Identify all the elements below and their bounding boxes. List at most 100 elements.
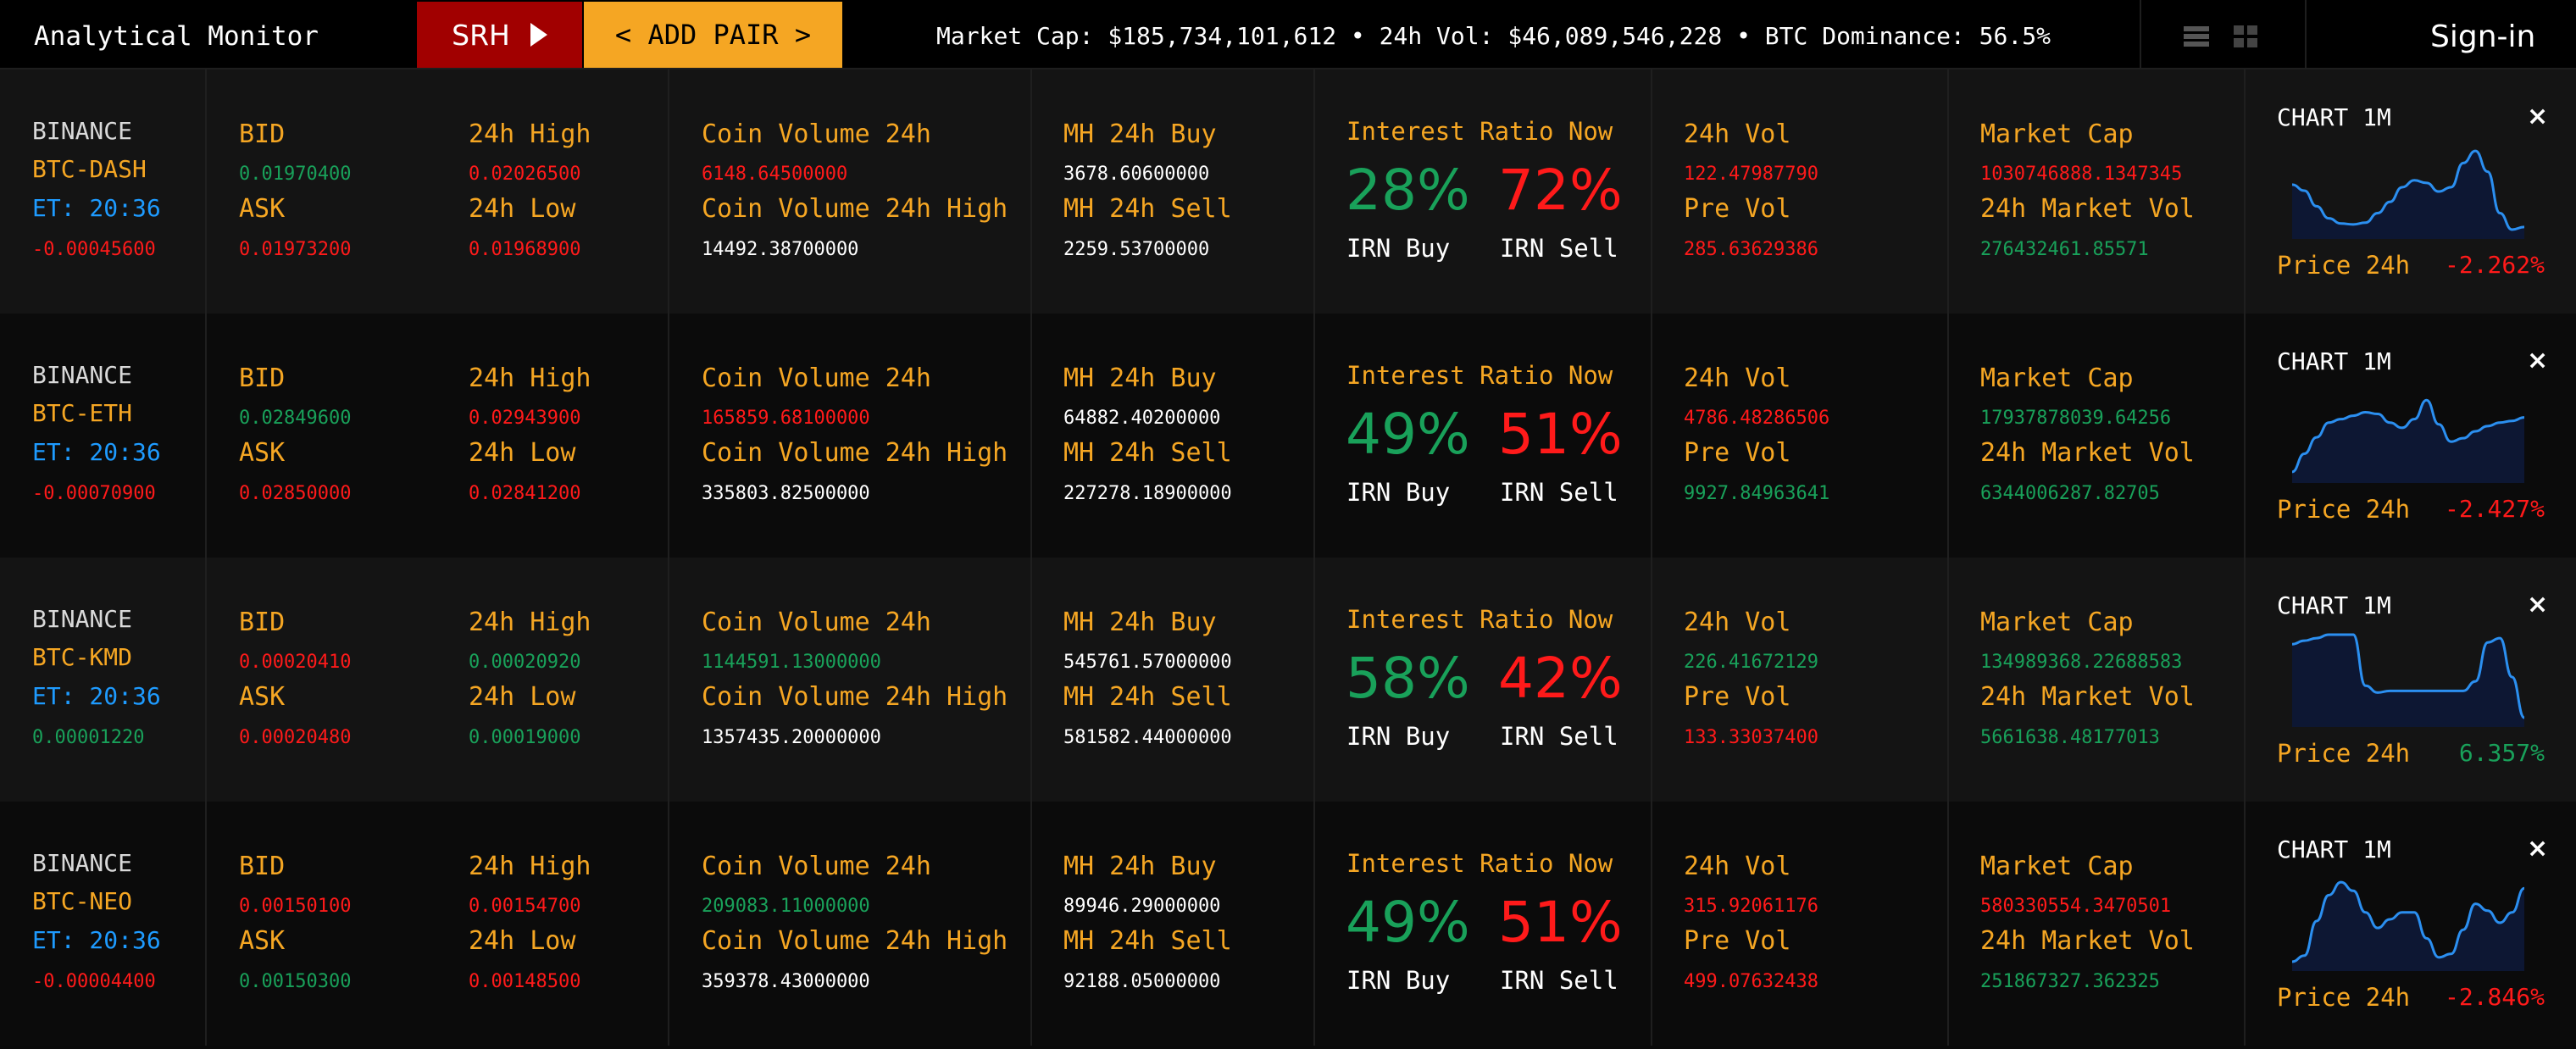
exchange-name: BINANCE: [32, 605, 133, 633]
column-divider: [2244, 69, 2246, 314]
mh-sell-value: 227278.18900000: [1063, 483, 1232, 504]
market-cap-label: Market Cap: [1980, 608, 2134, 637]
market-cap-label: Market Cap: [1980, 364, 2134, 393]
view-toggle: [2140, 0, 2305, 69]
column-divider: [1947, 69, 1949, 314]
price-24h-label: Price 24h: [2277, 983, 2411, 1012]
mh-sell-value: 581582.44000000: [1063, 727, 1232, 748]
bid-label: BID: [239, 852, 286, 881]
pre-vol-value: 499.07632438: [1684, 971, 1818, 992]
top-bar: Analytical Monitor SRH < ADD PAIR > Mark…: [0, 0, 2576, 69]
ask-value: 0.00020480: [239, 727, 352, 748]
ask-value: 0.01973200: [239, 239, 352, 260]
column-divider: [668, 558, 669, 802]
sparkline-line: [2292, 398, 2524, 474]
close-icon[interactable]: ×: [2527, 590, 2549, 619]
pair-change: -0.00070900: [32, 483, 156, 504]
chart-title: CHART 1M: [2277, 347, 2391, 375]
coin-volume-value: 209083.11000000: [702, 896, 870, 917]
irn-sell-label: IRN Sell: [1500, 234, 1618, 263]
add-pair-button[interactable]: < ADD PAIR >: [584, 2, 842, 68]
irn-sell-label: IRN Sell: [1500, 722, 1618, 751]
mh-buy-label: MH 24h Buy: [1063, 608, 1217, 637]
irn-buy-label: IRN Buy: [1346, 478, 1451, 507]
high-label: 24h High: [469, 119, 591, 149]
vol-value: 4786.48286506: [1684, 408, 1830, 429]
irn-buy-percent: 49%: [1346, 890, 1470, 955]
list-view-icon[interactable]: [2184, 26, 2209, 47]
irn-buy-percent: 28%: [1346, 158, 1470, 223]
coin-volume-high-value: 1357435.20000000: [702, 727, 881, 748]
column-divider: [1313, 69, 1315, 314]
pair-row: BINANCE BTC-NEO ET: 20:36 -0.00004400 BI…: [0, 802, 2576, 1046]
pair-name[interactable]: BTC-DASH: [32, 155, 147, 183]
pair-name[interactable]: BTC-ETH: [32, 399, 133, 427]
high-value: 0.02943900: [469, 408, 581, 429]
mh-buy-value: 64882.40200000: [1063, 408, 1221, 429]
bid-value: 0.01970400: [239, 164, 352, 185]
price-sparkline: [2292, 633, 2524, 727]
ask-value: 0.00150300: [239, 971, 352, 992]
chart-title: CHART 1M: [2277, 103, 2391, 131]
sparkline-area: [2292, 635, 2524, 727]
irn-sell-percent: 42%: [1498, 646, 1623, 711]
ask-label: ASK: [239, 682, 286, 712]
irn-sell-percent: 51%: [1498, 890, 1623, 955]
coin-volume-high-value: 14492.38700000: [702, 239, 859, 260]
pair-row: BINANCE BTC-ETH ET: 20:36 -0.00070900 BI…: [0, 314, 2576, 558]
mh-buy-label: MH 24h Buy: [1063, 119, 1217, 149]
bid-label: BID: [239, 608, 286, 637]
grid-view-icon[interactable]: [2234, 25, 2257, 47]
coin-volume-high-value: 359378.43000000: [702, 971, 870, 992]
sparkline-area: [2292, 882, 2524, 971]
exchange-name: BINANCE: [32, 849, 133, 877]
column-divider: [1313, 802, 1315, 1046]
high-value: 0.00020920: [469, 652, 581, 673]
price-change-value: -2.846%: [2444, 983, 2545, 1011]
column-divider: [1030, 69, 1032, 314]
column-divider: [1947, 314, 1949, 558]
price-change-value: -2.262%: [2444, 251, 2545, 279]
pair-name[interactable]: BTC-KMD: [32, 643, 133, 671]
close-icon[interactable]: ×: [2527, 834, 2549, 863]
market-cap-label: Market Cap: [1980, 852, 2134, 881]
column-divider: [1651, 802, 1652, 1046]
column-divider: [2244, 802, 2246, 1046]
market-cap-value: 134989368.22688583: [1980, 652, 2183, 673]
price-sparkline: [2292, 880, 2524, 971]
coin-volume-label: Coin Volume 24h: [702, 119, 931, 149]
coin-volume-high-value: 335803.82500000: [702, 483, 870, 504]
market-vol-value: 6344006287.82705: [1980, 483, 2160, 504]
chart-title: CHART 1M: [2277, 835, 2391, 863]
low-value: 0.02841200: [469, 483, 581, 504]
pre-vol-label: Pre Vol: [1684, 194, 1791, 224]
price-24h-label: Price 24h: [2277, 251, 2411, 280]
pair-change: -0.00004400: [32, 971, 156, 992]
bid-value: 0.00150100: [239, 896, 352, 917]
mh-buy-value: 3678.60600000: [1063, 164, 1210, 185]
mh-sell-label: MH 24h Sell: [1063, 194, 1232, 224]
mh-sell-label: MH 24h Sell: [1063, 438, 1232, 468]
column-divider: [1651, 69, 1652, 314]
pre-vol-value: 133.33037400: [1684, 727, 1818, 748]
irn-buy-label: IRN Buy: [1346, 966, 1451, 995]
column-divider: [2244, 314, 2246, 558]
pair-name[interactable]: BTC-NEO: [32, 887, 133, 915]
vol-value: 122.47987790: [1684, 164, 1818, 185]
close-icon[interactable]: ×: [2527, 346, 2549, 375]
close-icon[interactable]: ×: [2527, 102, 2549, 131]
low-label: 24h Low: [469, 438, 576, 468]
bid-label: BID: [239, 364, 286, 393]
interest-ratio-label: Interest Ratio Now: [1346, 361, 1613, 390]
sign-in-link[interactable]: Sign-in: [2430, 19, 2536, 54]
signin-area: [2305, 0, 2576, 69]
update-time: ET: 20:36: [32, 682, 161, 710]
irn-buy-label: IRN Buy: [1346, 722, 1451, 751]
vol-label: 24h Vol: [1684, 364, 1791, 393]
pair-change: -0.00045600: [32, 239, 156, 260]
srh-button[interactable]: SRH: [417, 2, 582, 68]
pre-vol-label: Pre Vol: [1684, 682, 1791, 712]
market-vol-label: 24h Market Vol: [1980, 438, 2195, 468]
market-cap-value: 1030746888.1347345: [1980, 164, 2183, 185]
mh-sell-value: 92188.05000000: [1063, 971, 1221, 992]
